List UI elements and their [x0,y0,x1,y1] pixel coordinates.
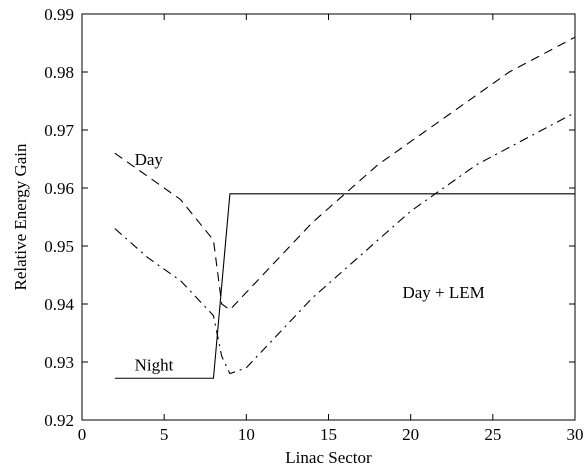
x-tick-label: 20 [402,425,419,444]
series-line-day-lem [114,112,576,375]
y-tick-label: 0.97 [44,121,74,140]
annotation-label: Day + LEM [402,283,484,302]
annotation-layer: Day Night Day + LEM [135,150,485,375]
y-tick-label: 0.99 [44,5,74,24]
annotation-label: Night [135,356,174,375]
y-tick-label: 0.98 [44,63,74,82]
series-line-night [114,193,575,379]
ticks-layer: 0 5 10 15 20 25 30 0.92 0.93 0.94 0.95 0.96 0.97 0.98… [44,5,583,444]
series-line-day [114,36,576,311]
y-tick-label: 0.95 [44,237,74,256]
series-layer [114,36,576,379]
x-tick-label: 15 [320,425,337,444]
y-axis-title: Relative Energy Gain [11,143,30,290]
y-tick-label: 0.92 [44,411,74,430]
y-tick-label: 0.96 [44,179,74,198]
x-tick-label: 25 [484,425,501,444]
y-tick-label: 0.94 [44,295,74,314]
x-tick-label: 30 [567,425,584,444]
x-tick-label: 0 [78,425,87,444]
x-tick-label: 5 [160,425,169,444]
x-axis-title: Linac Sector [285,448,372,467]
annotation-label: Day [135,150,164,169]
x-tick-label: 10 [238,425,255,444]
y-tick-label: 0.93 [44,353,74,372]
